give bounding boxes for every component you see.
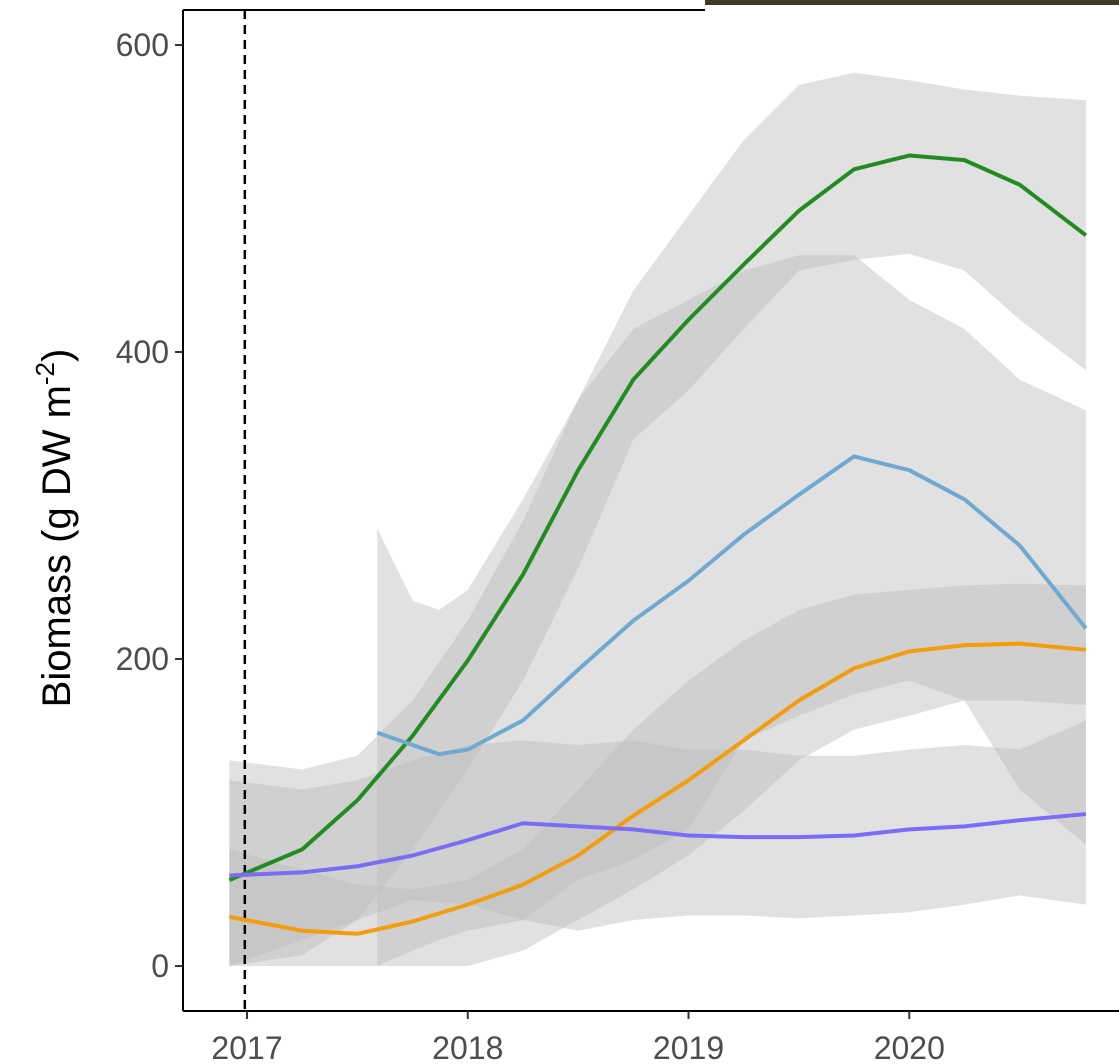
series-line bbox=[376, 454, 1088, 757]
y-label-end: ) bbox=[35, 349, 79, 362]
series-line bbox=[228, 153, 1088, 882]
x-tick-label: 2017 bbox=[211, 1030, 282, 1064]
y-tick-label: 0 bbox=[151, 948, 169, 984]
confidence-band bbox=[229, 720, 1086, 967]
x-tick-label: 2020 bbox=[874, 1030, 945, 1064]
y-tick-label: 400 bbox=[116, 334, 169, 370]
y-axis-label: Biomass (g DW m-2) bbox=[30, 349, 79, 708]
y-label-main: Biomass (g DW m bbox=[35, 385, 79, 707]
confidence-band bbox=[229, 583, 1086, 967]
series-line bbox=[229, 812, 1087, 878]
x-tick-label: 2019 bbox=[653, 1030, 724, 1064]
y-label-sup: -2 bbox=[30, 362, 60, 385]
series-line bbox=[228, 641, 1087, 936]
y-tick-label: 200 bbox=[116, 641, 169, 677]
photo-strip bbox=[705, 0, 1119, 5]
y-tick-label: 600 bbox=[116, 27, 169, 63]
confidence-band bbox=[377, 255, 1086, 967]
confidence-band bbox=[229, 72, 1086, 967]
x-tick-label: 2018 bbox=[432, 1030, 503, 1064]
